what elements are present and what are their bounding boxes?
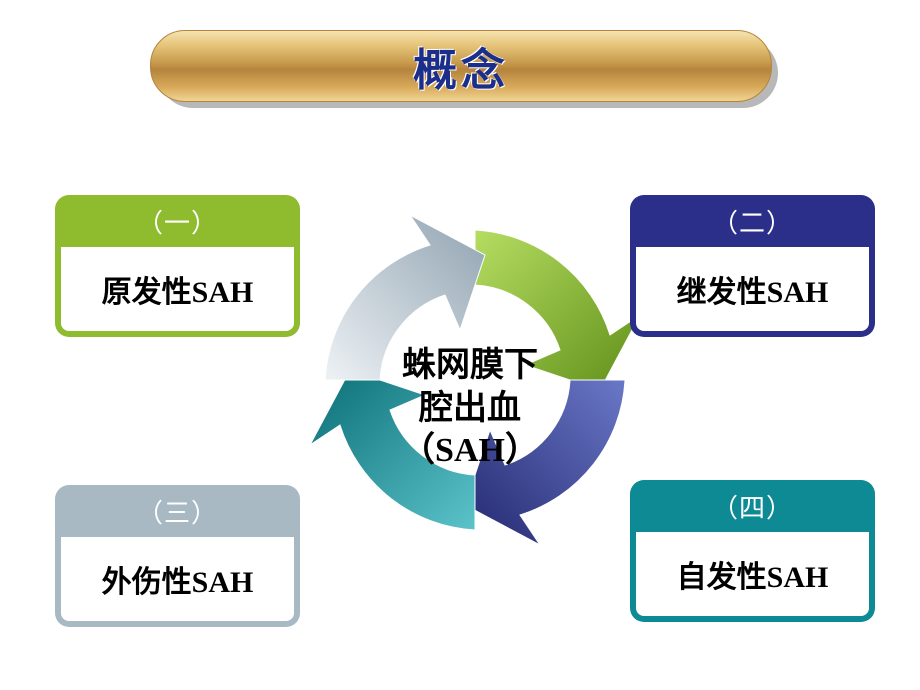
card-body-text: 原发性SAH — [71, 267, 284, 311]
center-line3: （SAH） — [365, 430, 575, 473]
title-bar: 概念 — [150, 30, 772, 102]
card-4: （四） 自发性SAH — [630, 480, 875, 622]
card-body-text: 自发性SAH — [646, 552, 859, 596]
title-capsule: 概念 — [150, 30, 770, 100]
card-header: （一） — [55, 195, 300, 247]
title-text: 概念 — [413, 34, 509, 98]
center-line2: 腔出血 — [365, 388, 575, 431]
card-1: （一） 原发性SAH — [55, 195, 300, 337]
card-body-text: 继发性SAH — [646, 267, 859, 311]
card-header: （三） — [55, 485, 300, 537]
slide-canvas: 概念 — [0, 0, 920, 690]
card-header: （四） — [630, 480, 875, 532]
card-2: （二） 继发性SAH — [630, 195, 875, 337]
center-line1: 蛛网膜下 — [365, 345, 575, 388]
card-body: 外伤性SAH — [55, 537, 300, 627]
card-body: 原发性SAH — [55, 247, 300, 337]
card-3: （三） 外伤性SAH — [55, 485, 300, 627]
card-header: （二） — [630, 195, 875, 247]
center-label: 蛛网膜下 腔出血 （SAH） — [365, 345, 575, 473]
card-body: 自发性SAH — [630, 532, 875, 622]
card-body: 继发性SAH — [630, 247, 875, 337]
card-body-text: 外伤性SAH — [71, 557, 284, 601]
